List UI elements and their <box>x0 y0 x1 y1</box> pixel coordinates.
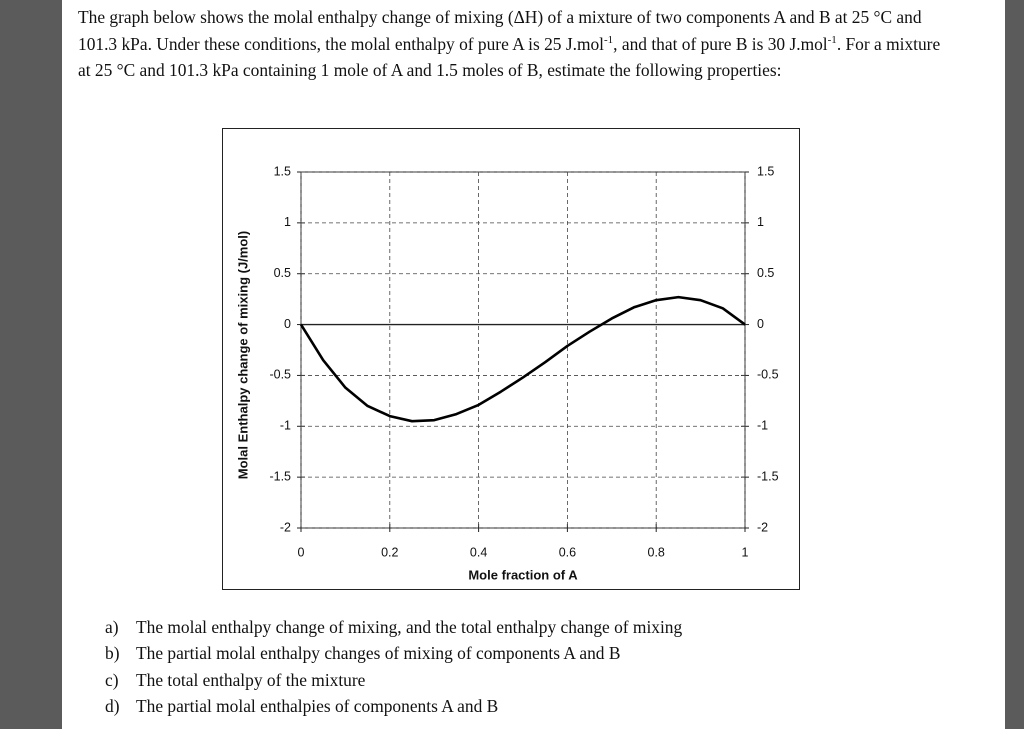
y2-tick-label: -2 <box>757 520 768 534</box>
list-item: c) The total enthalpy of the mixture <box>105 670 365 691</box>
x-tick-label: 1 <box>742 545 749 559</box>
superscript: -1 <box>604 33 614 46</box>
y2-tick-label: 0 <box>757 317 764 331</box>
item-text: The partial molal enthalpies of componen… <box>136 696 499 716</box>
list-item: d) The partial molal enthalpies of compon… <box>105 696 498 717</box>
x-tick-label: 0.4 <box>470 545 487 559</box>
y2-tick-label: -0.5 <box>757 368 779 382</box>
y2-tick-label: 0.5 <box>757 266 774 280</box>
problem-text: The graph below shows the molal enthalpy… <box>78 4 950 84</box>
x-tick-label: 0 <box>298 545 305 559</box>
x-tick-label: 0.2 <box>381 545 398 559</box>
superscript: -1 <box>827 33 837 46</box>
y2-tick-label: -1.5 <box>757 469 779 483</box>
x-tick-label: 0.8 <box>648 545 665 559</box>
item-text: The partial molal enthalpy changes of mi… <box>136 643 621 663</box>
y-tick-label: 1.5 <box>274 164 291 178</box>
y2-tick-label: 1 <box>757 215 764 229</box>
text: The graph below shows the molal enthalpy… <box>78 7 922 54</box>
y2-tick-label: -1 <box>757 419 768 433</box>
x-tick-label: 0.6 <box>559 545 576 559</box>
chart-frame <box>222 128 800 590</box>
item-text: The total enthalpy of the mixture <box>136 670 366 690</box>
marker: b) <box>105 643 120 663</box>
y-axis-title: Molal Enthalpy change of mixing (J/mol) <box>235 231 250 479</box>
y-tick-label: 0 <box>284 317 291 331</box>
item-text: The molal enthalpy change of mixing, and… <box>136 617 683 637</box>
y-tick-label: -1 <box>280 419 291 433</box>
y-tick-label: -1.5 <box>269 469 291 483</box>
list-item: b) The partial molal enthalpy changes of … <box>105 643 620 664</box>
marker: d) <box>105 696 120 716</box>
page: The graph below shows the molal enthalpy… <box>62 0 1005 729</box>
list-item: a) The molal enthalpy change of mixing, a… <box>105 617 682 638</box>
text: , and that of pure B is 30 J.mol <box>613 33 828 54</box>
marker: a) <box>105 617 119 637</box>
data-line <box>299 295 746 423</box>
y-tick-label: -2 <box>280 520 291 534</box>
marker: c) <box>105 670 119 690</box>
y-tick-label: -0.5 <box>269 368 291 382</box>
y-tick-label: 1 <box>284 215 291 229</box>
y2-tick-label: 1.5 <box>757 164 774 178</box>
chart: Molal Enthalpy change of mixing (J/mol) … <box>222 128 800 590</box>
text: . For a mixture at 25 °C and 101.3 kPa c… <box>78 33 941 81</box>
y-tick-label: 0.5 <box>274 266 291 280</box>
x-axis-title: Mole fraction of A <box>468 567 578 582</box>
